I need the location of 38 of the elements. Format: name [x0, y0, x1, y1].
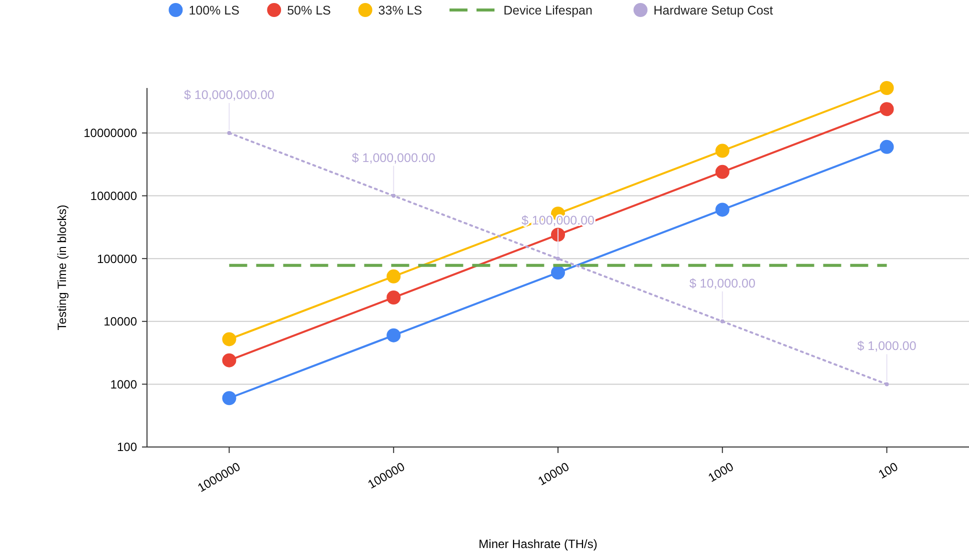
y-tick-label: 1000 [110, 377, 138, 392]
y-tick-label: 100000 [96, 252, 138, 266]
point [386, 269, 401, 284]
legend-label: Device Lifespan [504, 3, 592, 18]
data-label: $ 10,000,000.00 [184, 88, 274, 102]
point [222, 391, 236, 406]
point [715, 202, 730, 217]
point [884, 382, 889, 386]
x-tick-label: 100 [876, 459, 901, 482]
point [880, 102, 894, 116]
y-tick-label: 10000000 [84, 126, 138, 140]
point [551, 228, 565, 242]
legend-label: Hardware Setup Cost [654, 3, 774, 18]
x-tick-label: 1000 [706, 459, 736, 485]
legend-label: 50% LS [287, 3, 331, 18]
legend-label: 33% LS [378, 3, 422, 18]
x-axis-title: Miner Hashrate (TH/s) [478, 537, 598, 551]
legend-label: 100% LS [188, 3, 240, 18]
data-label: $ 10,000.00 [689, 276, 756, 290]
point [392, 194, 396, 198]
point [222, 332, 236, 346]
point [222, 353, 236, 368]
point [386, 328, 401, 342]
point [720, 319, 724, 324]
point [880, 140, 894, 154]
y-tick-label: 100 [116, 440, 138, 454]
point [556, 256, 560, 261]
point [880, 81, 894, 95]
y-tick-label: 1000000 [90, 188, 138, 203]
point [715, 144, 730, 158]
point [715, 164, 730, 179]
point [227, 130, 232, 135]
data-label: $ 1,000.00 [857, 339, 916, 354]
data-label: $ 1,000,000.00 [352, 150, 436, 165]
point [386, 290, 401, 305]
y-tick-label: 10000 [104, 314, 138, 329]
y-axis-title: Testing Time (in blocks) [55, 204, 69, 330]
point [551, 266, 565, 280]
